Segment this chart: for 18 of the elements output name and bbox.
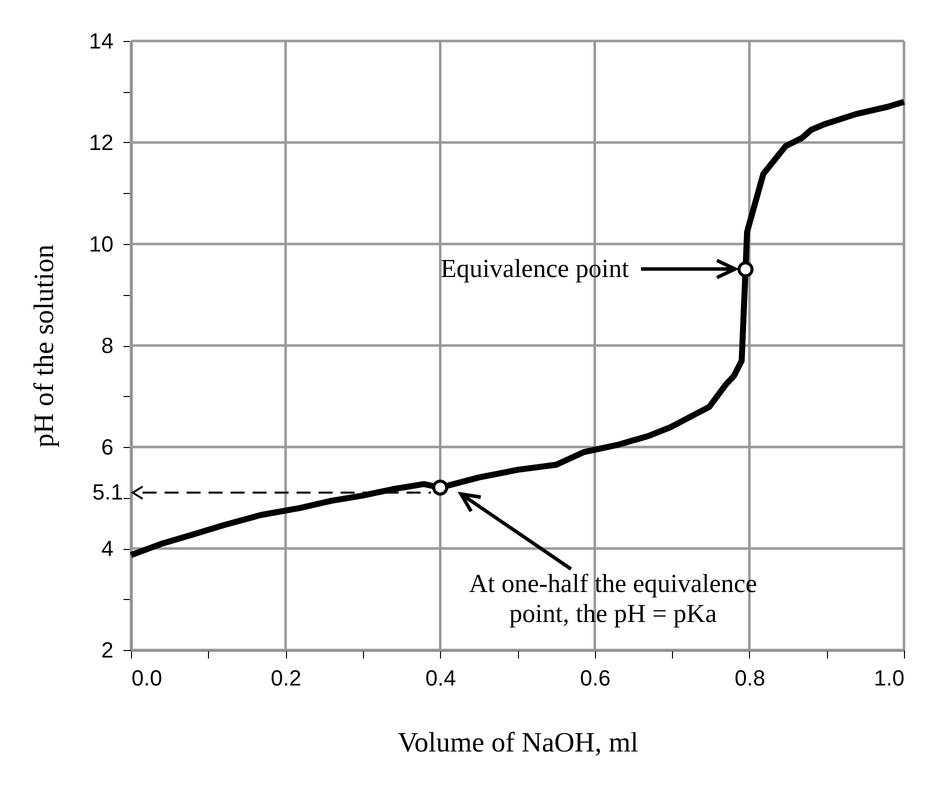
y-tick-label: 8	[101, 333, 114, 358]
x-tick-label: 1.0	[874, 666, 904, 690]
annotation: At one-half the equivalence point, the pH = pKa	[468, 569, 758, 628]
y-tick-label: 2	[101, 638, 114, 662]
y-tick-label: 14	[89, 28, 114, 54]
x-tick-label: 0.4	[425, 666, 456, 690]
y-axis-title: pH of the solution	[29, 244, 60, 448]
y-tick-label: 6	[101, 434, 114, 460]
x-tick-label: 0.6	[580, 666, 611, 690]
ref-line-label: 5.1	[92, 480, 123, 505]
x-tick-label: 0.8	[734, 666, 766, 690]
x-tick-label: 0.0	[132, 666, 162, 690]
x-tick-label: 0.2	[270, 666, 302, 690]
y-tick-label: 4	[101, 536, 114, 561]
y-tick-label: 12	[89, 130, 114, 155]
x-axis-title: Volume of NaOH, ml	[398, 728, 638, 758]
annotation: Equivalence point	[440, 254, 630, 283]
y-tick-label: 10	[89, 232, 114, 256]
